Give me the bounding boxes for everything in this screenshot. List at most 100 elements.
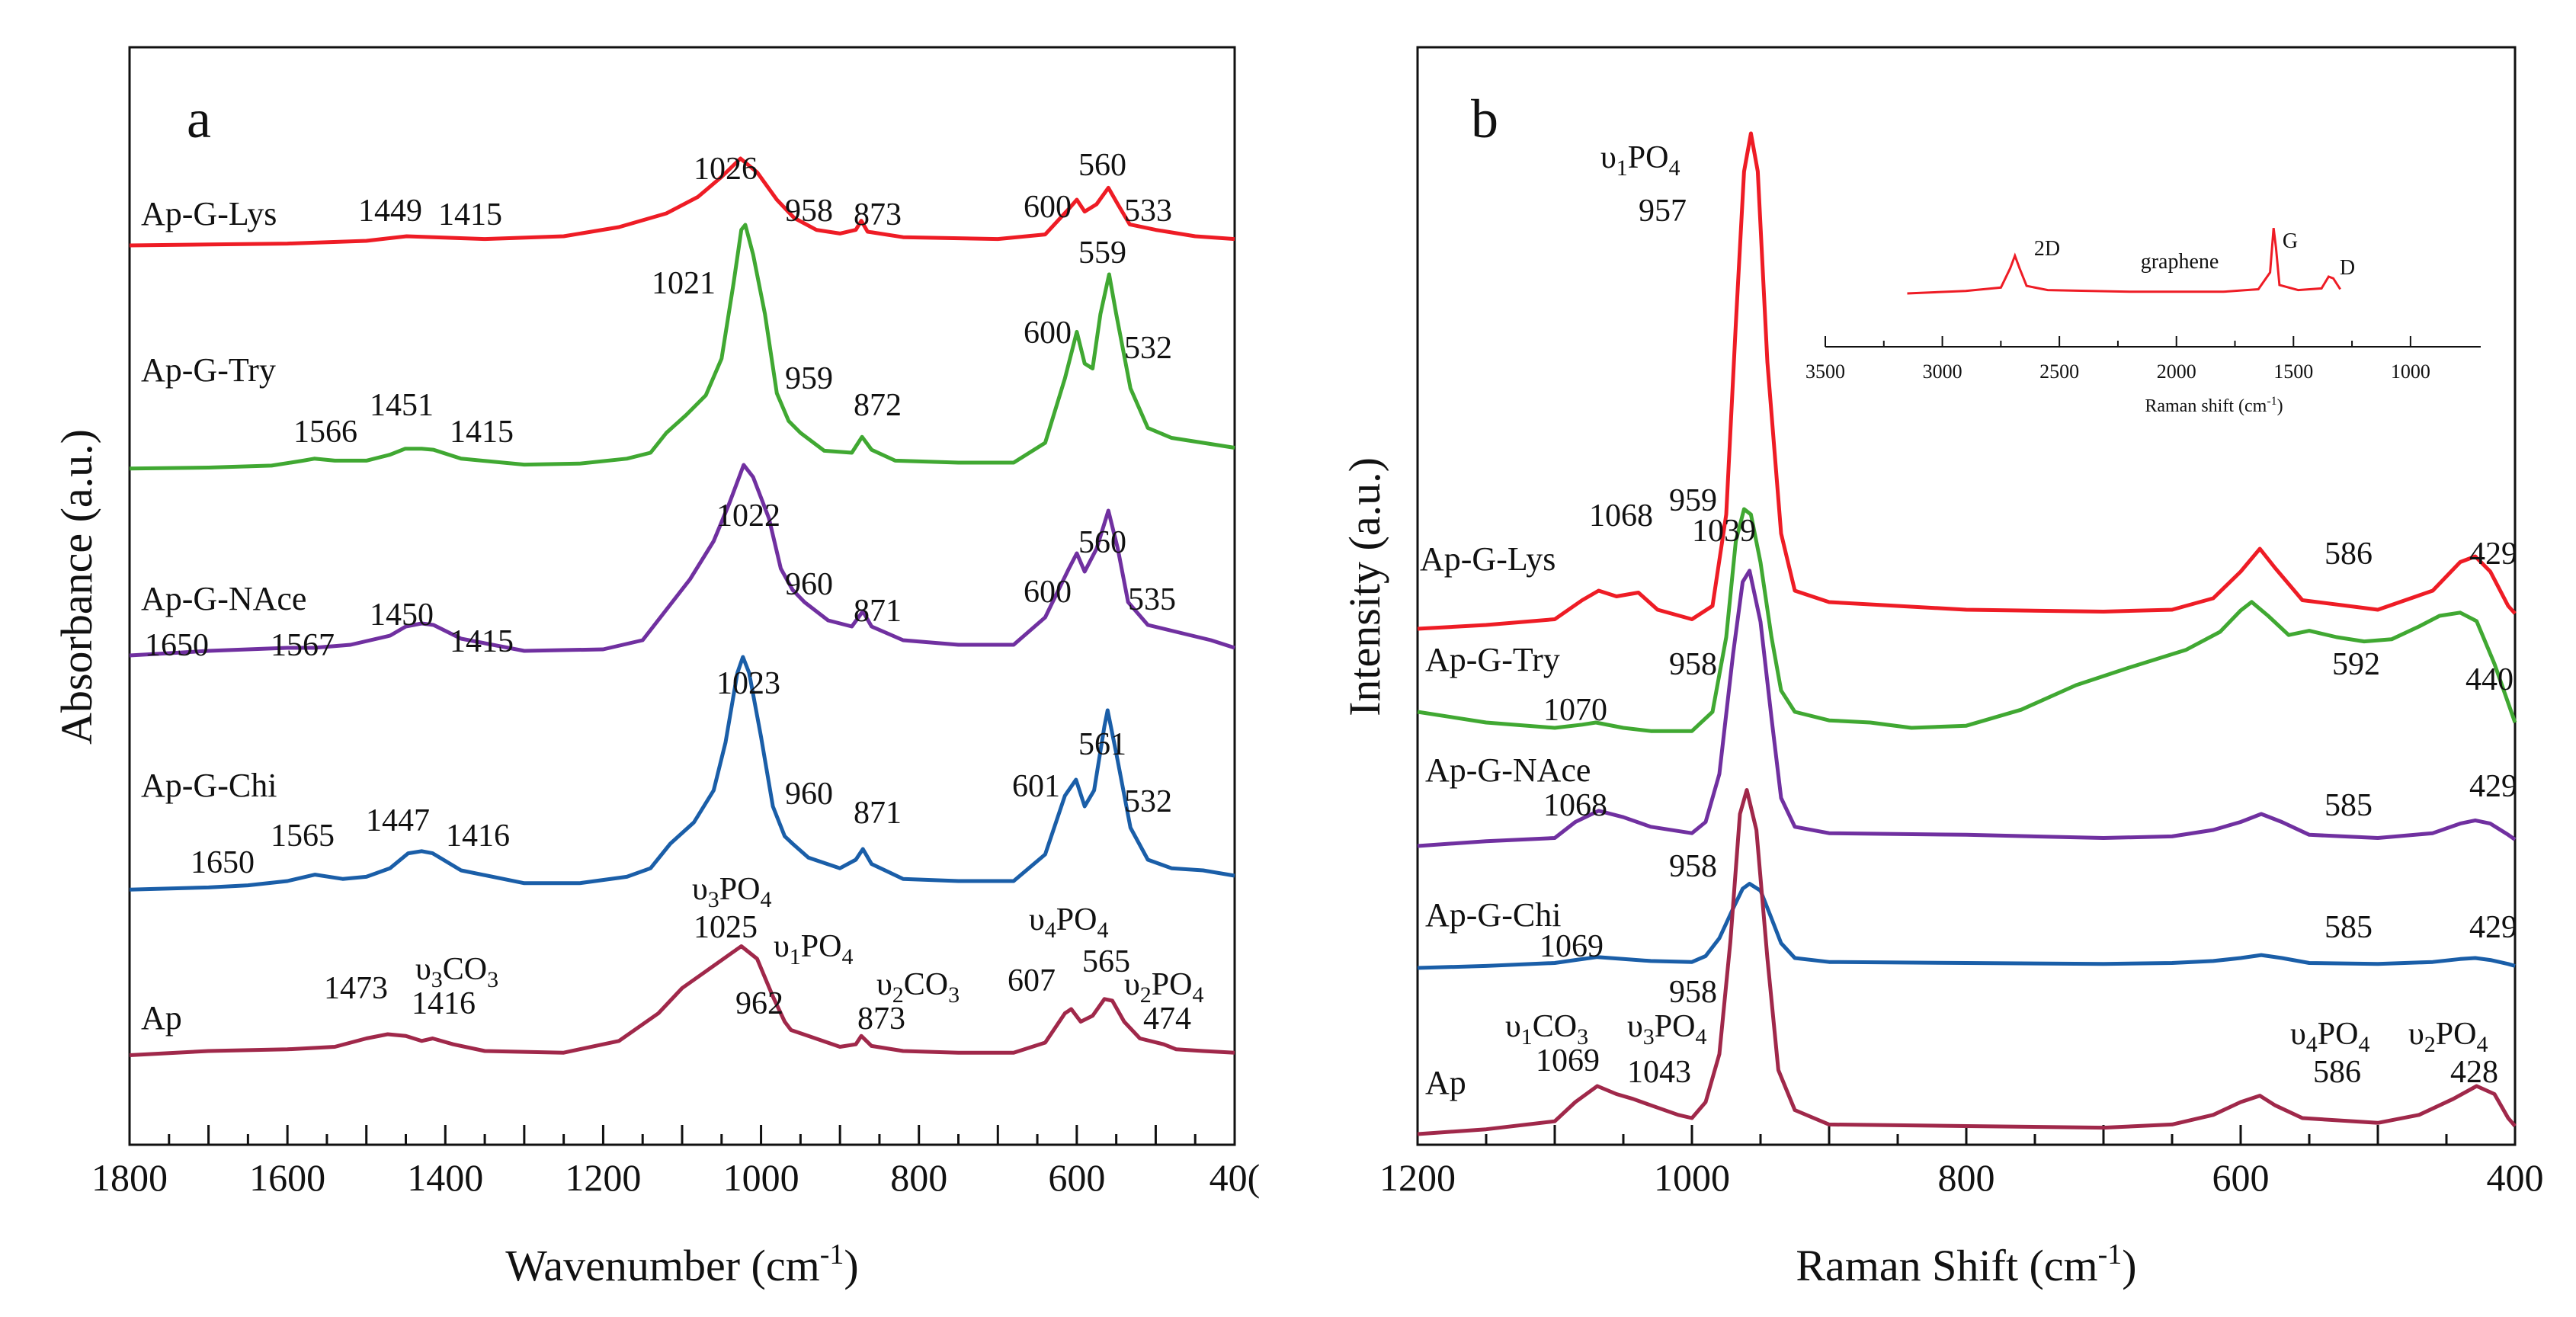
inset-tick-label-1: 3000	[1923, 360, 1962, 383]
b-peak-lys-429: 429	[2469, 537, 2517, 572]
a-peak-chi-1650: 1650	[191, 845, 255, 880]
b-peak-ap-428: 428	[2450, 1055, 2498, 1090]
a-peak-chi-601: 601	[1012, 769, 1060, 804]
a-series-ap	[129, 944, 1235, 1057]
x-tick-label-0: 1800	[91, 1156, 168, 1199]
b-peak-chi-429: 429	[2469, 910, 2517, 945]
a-label-ap-g-try: Ap-G-Try	[141, 351, 276, 389]
a-peak-chi-1565: 1565	[271, 819, 335, 854]
inset-ticks	[1825, 336, 2411, 347]
a-peak-lys-560: 560	[1078, 148, 1126, 183]
a-peak-nace-1650: 1650	[145, 628, 209, 663]
a-peak-try-959: 959	[785, 361, 833, 396]
a-peak-try-1021: 1021	[652, 266, 716, 301]
a-peak-try-600: 600	[1024, 316, 1072, 351]
b-peak-nace-585: 585	[2324, 788, 2373, 823]
inset-peak-d: D	[2340, 256, 2355, 280]
a-peak-nace-600: 600	[1024, 575, 1072, 610]
x-tick-label-3: 600	[2212, 1156, 2270, 1199]
inset-tick-label-0: 3500	[1805, 360, 1845, 383]
a-peak-chi-1416: 1416	[446, 819, 510, 854]
panel-b-tick-labels: 1200 1000 800 600 400	[1379, 1156, 2544, 1199]
a-peak-ap-873: 873	[857, 1001, 905, 1037]
panel-a-spectra	[129, 156, 1235, 1057]
a-peak-try-559: 559	[1078, 236, 1126, 271]
b-peak-lys-957: 957	[1639, 194, 1687, 229]
panel-b-x-axis-label: Raman Shift (cm-1)	[1796, 1238, 2136, 1290]
b-peak-chi-1069: 1069	[1540, 929, 1604, 964]
b-label-ap-g-nace: Ap-G-NAce	[1425, 751, 1591, 789]
b-band-v4po4: υ4PO4	[2290, 1017, 2370, 1057]
a-peak-ap-1473: 1473	[324, 971, 388, 1006]
b-label-ap-g-lys: Ap-G-Lys	[1420, 540, 1556, 578]
b-label-ap-g-try: Ap-G-Try	[1425, 641, 1560, 678]
a-peak-nace-871: 871	[854, 594, 902, 629]
x-tick-label-4: 400	[2487, 1156, 2544, 1199]
a-peak-nace-1022: 1022	[716, 498, 780, 534]
inset-tick-label-3: 2000	[2157, 360, 2196, 383]
x-tick-label-5: 800	[890, 1156, 947, 1199]
b-peak-lys-959: 959	[1669, 483, 1717, 518]
inset-peak-2d: 2D	[2034, 237, 2060, 261]
x-tick-label-3: 1200	[565, 1156, 641, 1199]
b-peak-nace-1068: 1068	[1543, 788, 1607, 823]
b-peak-nace-958: 958	[1669, 647, 1717, 682]
a-peak-nace-1567: 1567	[271, 628, 335, 663]
b-band-v1po4: υ1PO4	[1600, 140, 1680, 181]
panel-a: a 1800 1600 1400 1200 1000 800 600 40( Wavenumb…	[52, 46, 1260, 1290]
b-peak-ap-1043: 1043	[1627, 1055, 1691, 1090]
a-peak-lys-533: 533	[1124, 194, 1172, 229]
b-peak-nace-429: 429	[2469, 769, 2517, 804]
panel-b-peak-labels: 1068 1039 957 959 586 429 1070 592 440 1…	[1536, 194, 2517, 1090]
a-peak-ap-1025: 1025	[694, 910, 758, 945]
a-peak-chi-561: 561	[1078, 727, 1126, 762]
a-peak-ap-1416: 1416	[412, 986, 476, 1021]
b-series-ap-g-chi	[1417, 882, 2516, 970]
x-tick-label-2: 1400	[407, 1156, 483, 1199]
panel-b-label: b	[1471, 88, 1498, 149]
panel-a-label: a	[187, 88, 211, 149]
panel-a-peak-labels: 1449 1415 1026 958 873 600 560 533 1021 …	[145, 148, 1191, 1037]
a-peak-nace-1450: 1450	[370, 598, 434, 633]
a-band-v4po4: υ4PO4	[1029, 902, 1109, 943]
panel-b-spectra	[1417, 131, 2517, 1136]
b-peak-ap-586: 586	[2313, 1055, 2361, 1090]
inset-tick-label-2: 2500	[2039, 360, 2079, 383]
inset-title: graphene	[2141, 250, 2219, 274]
a-peak-nace-1415: 1415	[450, 624, 514, 659]
inset-spectrum	[1907, 228, 2341, 295]
a-peak-lys-873: 873	[854, 197, 902, 232]
inset-x-axis-label: Raman shift (cm-1)	[2145, 395, 2283, 416]
panel-a-ticks	[128, 1125, 1236, 1145]
b-peak-ap-1069: 1069	[1536, 1043, 1600, 1078]
a-peak-lys-1026: 1026	[694, 152, 758, 187]
inset-tick-label-5: 1000	[2391, 360, 2430, 383]
b-label-ap: Ap	[1425, 1064, 1466, 1101]
graphene-inset: 3500 3000 2500 2000 1500 1000 Raman shift (cm…	[1805, 228, 2481, 416]
panel-a-series-labels: Ap-G-Lys Ap-G-Try Ap-G-NAce Ap-G-Chi Ap	[141, 195, 306, 1037]
a-peak-chi-960: 960	[785, 777, 833, 812]
a-label-ap-g-nace: Ap-G-NAce	[141, 580, 306, 617]
b-series-ap	[1417, 788, 2517, 1136]
a-peak-try-1566: 1566	[293, 415, 357, 450]
a-label-ap-g-chi: Ap-G-Chi	[141, 767, 277, 804]
panel-a-tick-labels: 1800 1600 1400 1200 1000 800 600 40(	[91, 1156, 1260, 1199]
a-label-ap-g-lys: Ap-G-Lys	[141, 195, 277, 232]
x-tick-label-0: 1200	[1379, 1156, 1456, 1199]
a-peak-lys-600: 600	[1024, 190, 1072, 225]
a-series-ap-g-chi	[129, 655, 1235, 892]
inset-tick-labels: 3500 3000 2500 2000 1500 1000	[1805, 360, 2430, 383]
b-series-ap-g-lys	[1417, 131, 2517, 631]
panel-b-ticks	[1416, 1125, 2517, 1145]
a-band-v3po4: υ3PO4	[692, 872, 772, 912]
a-peak-nace-535: 535	[1128, 582, 1176, 617]
a-peak-try-872: 872	[854, 388, 902, 423]
b-peak-try-1070: 1070	[1543, 693, 1607, 728]
a-series-ap-g-try	[129, 223, 1235, 471]
inset-series-graphene	[1907, 228, 2341, 295]
b-band-v2po4: υ2PO4	[2408, 1017, 2488, 1057]
b-band-v1co3: υ1CO3	[1505, 1009, 1588, 1049]
b-peak-lys-1039: 1039	[1692, 514, 1756, 549]
b-peak-lys-1068: 1068	[1589, 498, 1653, 534]
